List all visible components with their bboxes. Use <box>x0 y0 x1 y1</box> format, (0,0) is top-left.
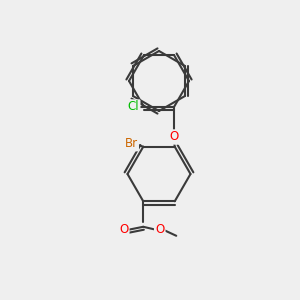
Text: Cl: Cl <box>128 100 139 113</box>
Text: O: O <box>155 223 164 236</box>
Text: O: O <box>119 223 128 236</box>
Text: O: O <box>169 130 178 143</box>
Text: Br: Br <box>125 137 138 150</box>
